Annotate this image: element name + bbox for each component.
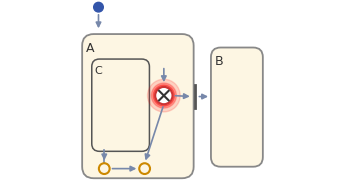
Text: A: A <box>86 42 94 55</box>
Text: B: B <box>214 55 223 68</box>
Circle shape <box>155 87 172 104</box>
Text: C: C <box>95 66 102 76</box>
FancyBboxPatch shape <box>92 59 149 151</box>
FancyBboxPatch shape <box>82 34 194 178</box>
Circle shape <box>148 79 180 112</box>
FancyBboxPatch shape <box>211 48 263 167</box>
Circle shape <box>94 2 103 12</box>
Circle shape <box>153 85 175 106</box>
Circle shape <box>151 83 176 108</box>
